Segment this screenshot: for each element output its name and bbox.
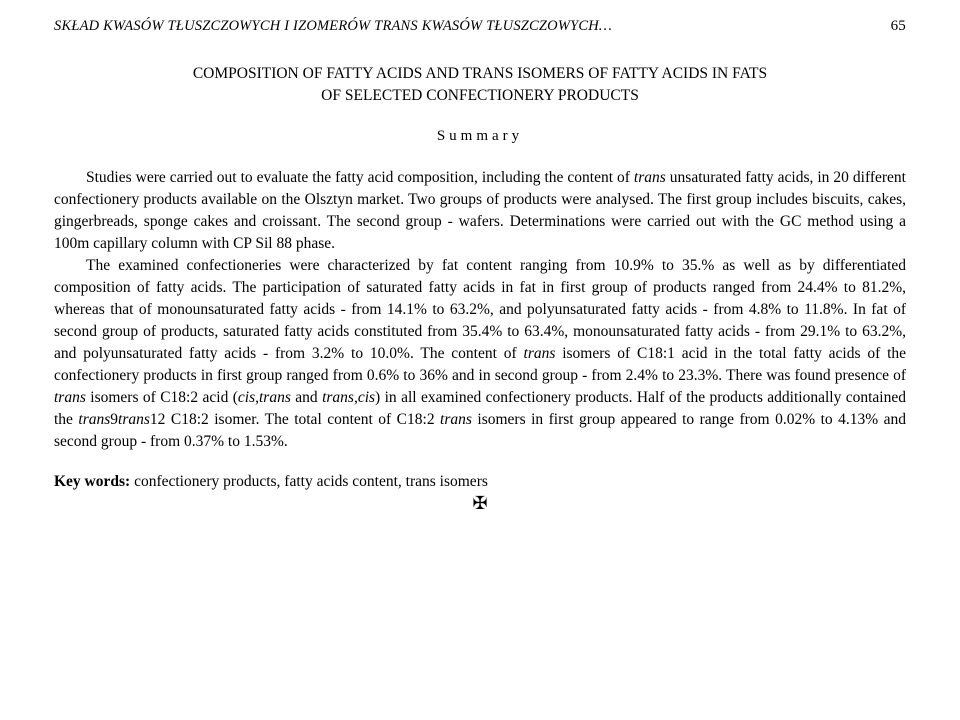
keywords-text: confectionery products, fatty acids cont…	[130, 473, 488, 490]
running-header: SKŁAD KWASÓW TŁUSZCZOWYCH I IZOMERÓW TRA…	[54, 18, 906, 35]
summary-paragraph-1: Studies were carried out to evaluate the…	[54, 167, 906, 255]
keywords-label: Key words:	[54, 473, 130, 490]
italic-trans: trans	[440, 411, 472, 428]
article-title: COMPOSITION OF FATTY ACIDS AND TRANS ISO…	[84, 63, 876, 108]
section-separator-icon: ✠	[54, 493, 906, 514]
italic-transcis: trans,cis	[322, 389, 375, 406]
text-run: isomers of C18:2 acid (	[86, 389, 238, 406]
text-run: 12 C18:2 isomer. The total content of C1…	[150, 411, 440, 428]
italic-trans: trans	[54, 389, 86, 406]
title-line-2: OF SELECTED CONFECTIONERY PRODUCTS	[321, 87, 639, 104]
page-number: 65	[891, 18, 906, 35]
text-run: and	[291, 389, 322, 406]
text-run: Studies were carried out to evaluate the…	[86, 169, 634, 186]
italic-trans: trans	[524, 345, 556, 362]
running-title: SKŁAD KWASÓW TŁUSZCZOWYCH I IZOMERÓW TRA…	[54, 18, 612, 35]
keywords-line: Key words: confectionery products, fatty…	[54, 473, 906, 491]
italic-trans: trans	[118, 411, 150, 428]
summary-heading: Summary	[54, 128, 906, 145]
italic-trans: trans	[634, 169, 666, 186]
summary-paragraph-2: The examined confectioneries were charac…	[54, 255, 906, 453]
title-line-1: COMPOSITION OF FATTY ACIDS AND TRANS ISO…	[193, 65, 767, 82]
italic-cistrans: cis,trans	[238, 389, 291, 406]
italic-trans: trans	[78, 411, 110, 428]
text-run: 9	[110, 411, 118, 428]
